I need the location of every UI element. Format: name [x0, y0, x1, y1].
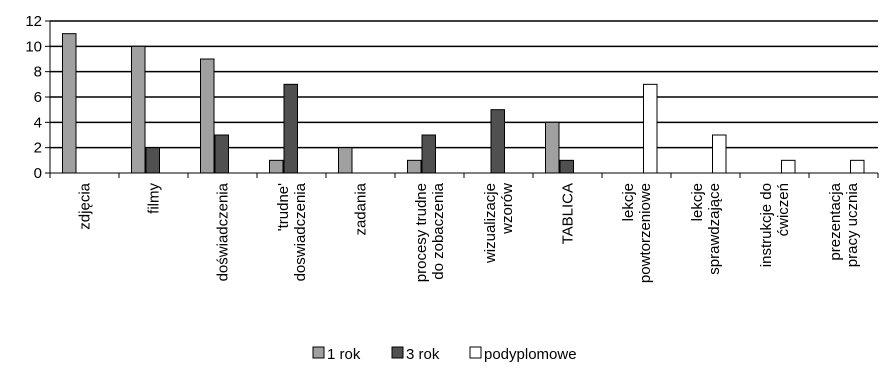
x-tick-label: ćwiczeń [775, 183, 792, 236]
y-tick-label: 8 [34, 64, 42, 81]
bar-3-rok-3 [283, 83, 298, 174]
x-tick-label: zdjęcia [77, 182, 94, 229]
legend-swatch [469, 346, 482, 359]
bar-1-rok-1 [131, 45, 146, 174]
legend-swatch [312, 346, 325, 359]
legend-label: 1 rok [327, 346, 361, 363]
bar-3-rok-1 [145, 147, 160, 174]
bars [62, 33, 865, 174]
y-tick-label: 0 [34, 165, 42, 182]
x-tick-label: wizualizacje [482, 183, 499, 264]
axes [45, 20, 879, 178]
bar-podyplomowe-8 [643, 83, 658, 174]
x-tick-label: lekcje [620, 183, 637, 221]
bar-1-rok-7 [545, 121, 560, 174]
x-tick-label: filmy [146, 183, 163, 214]
bar-podyplomowe-10 [781, 159, 796, 174]
x-tick-label: powtorzeniowe [637, 183, 654, 283]
bar-3-rok-2 [214, 134, 229, 174]
bar-1-rok-2 [200, 58, 215, 174]
gridlines [50, 20, 878, 149]
bar-1-rok-5 [407, 159, 422, 174]
y-tick-label: 6 [34, 89, 42, 106]
x-tick-label: prezentacja [827, 182, 844, 260]
bar-3-rok-6 [490, 109, 505, 174]
bar-1-rok-0 [62, 33, 77, 174]
bar-3-rok-5 [421, 134, 436, 174]
bar-1-rok-4 [338, 147, 353, 174]
bar-1-rok-3 [269, 159, 284, 174]
y-tick-label: 10 [25, 38, 42, 55]
legend-label: podyplomowe [484, 346, 577, 363]
x-tick-label: pracy ucznia [844, 182, 861, 267]
x-tick-label: wzorów [499, 183, 516, 235]
legend-label: 3 rok [406, 346, 440, 363]
y-tick-labels: 0 2 4 6 8 10 12 [25, 13, 42, 182]
x-tick-label: do zobaczenia [430, 182, 447, 279]
legend-swatch [391, 346, 404, 359]
x-tick-label: doświadczenia [215, 182, 232, 281]
x-tick-label: sprawdzające [706, 183, 723, 275]
bar-3-rok-7 [559, 159, 574, 174]
y-tick-label: 4 [34, 114, 42, 131]
bar-podyplomowe-11 [850, 159, 865, 174]
x-tick-label: lekcje [689, 183, 706, 221]
y-tick-label: 12 [25, 13, 42, 30]
bar-podyplomowe-9 [712, 134, 727, 174]
x-tick-label: 'trudne' [275, 183, 292, 231]
x-tick-label: procesy trudne [413, 183, 430, 282]
legend: 1 rok 3 rok podyplomowe [312, 346, 577, 363]
x-tick-label: instrukcje do [758, 183, 775, 267]
x-tick-label: TABLICA [560, 183, 577, 244]
y-tick-label: 2 [34, 140, 42, 157]
x-tick-label: doswiadczenia [292, 182, 309, 281]
x-tick-labels: zdjęcia filmy doświadczenia 'trudne' doswiad… [77, 182, 862, 283]
x-tick-label: zadania [353, 182, 370, 235]
